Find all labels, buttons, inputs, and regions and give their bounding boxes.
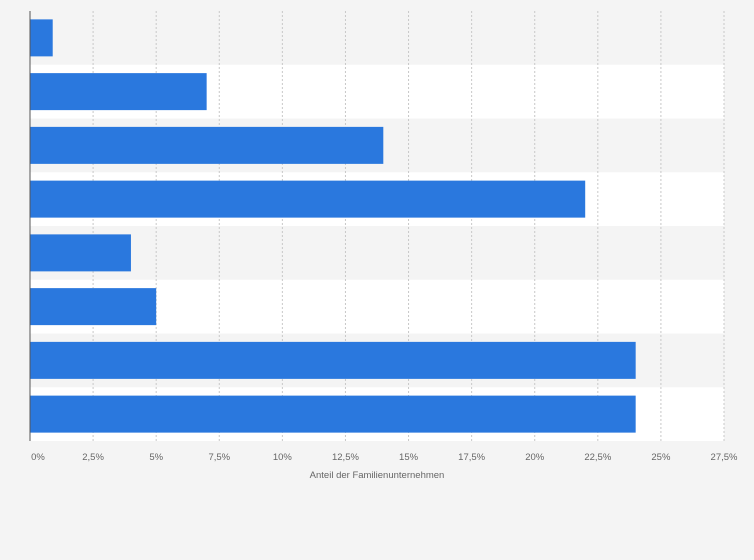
bar[interactable] — [30, 395, 636, 433]
x-tick-label: 12,5% — [332, 452, 359, 463]
bar[interactable] — [30, 180, 586, 218]
x-axis-tick-labels: 0% 2,5% 5% 7,5% 10% 12,5% 15% 17,5% 20% 22,5% 25% 2… — [31, 452, 738, 463]
x-tick-label: 5% — [149, 452, 163, 463]
bar[interactable] — [30, 126, 384, 164]
x-tick-label: 10% — [273, 452, 293, 463]
bar[interactable] — [30, 288, 157, 326]
x-tick-label: 27,5% — [711, 452, 738, 463]
x-tick-label: 25% — [651, 452, 671, 463]
bar[interactable] — [30, 234, 131, 272]
x-tick-label: 20% — [525, 452, 545, 463]
row-bands — [30, 64, 724, 441]
x-tick-label: 15% — [399, 452, 419, 463]
bar[interactable] — [30, 19, 53, 57]
bars — [30, 19, 636, 433]
x-tick-label: 17,5% — [458, 452, 485, 463]
bar[interactable] — [30, 341, 636, 379]
x-tick-label: 7,5% — [208, 452, 230, 463]
x-tick-label: 2,5% — [82, 452, 104, 463]
x-axis-title: Anteil der Familienunternehmen — [310, 470, 445, 481]
x-tick-label: 22,5% — [584, 452, 611, 463]
x-tick-label: 0% — [31, 452, 45, 463]
bar[interactable] — [30, 73, 207, 111]
